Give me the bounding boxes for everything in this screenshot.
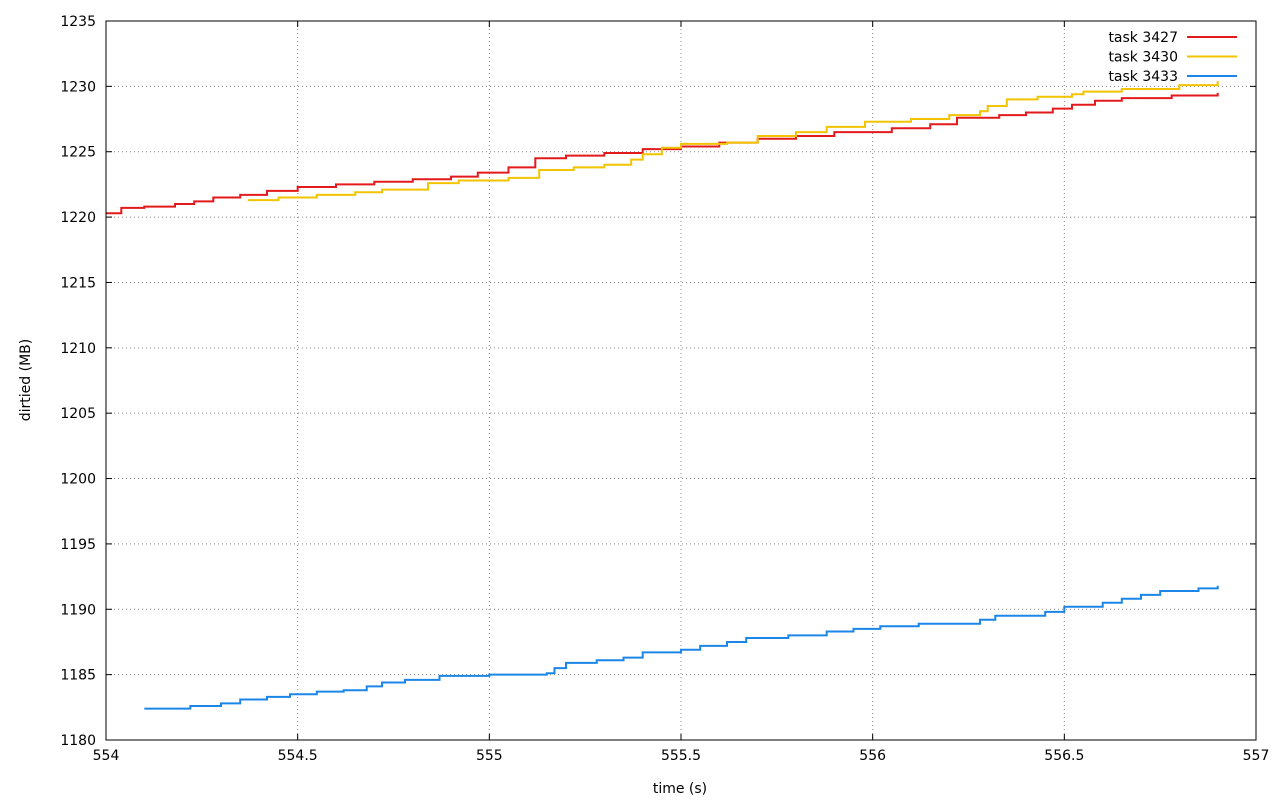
y-axis-ticks: 1180 1185 1190 1195 1200 1205 1210 1215 1220 1225…: [60, 14, 1256, 749]
y-tick-label: 1205: [60, 406, 96, 422]
grid-lines: [106, 21, 1256, 740]
y-tick-label: 1195: [60, 537, 96, 553]
y-tick-label: 1180: [60, 733, 96, 749]
legend-label: task 3433: [1108, 69, 1178, 85]
y-tick-label: 1210: [60, 341, 96, 357]
y-tick-label: 1230: [60, 79, 96, 95]
y-tick-label: 1225: [60, 145, 96, 161]
x-tick-label: 554.5: [278, 748, 318, 764]
y-tick-label: 1200: [60, 472, 96, 488]
x-tick-label: 557: [1243, 748, 1270, 764]
x-tick-label: 554: [93, 748, 120, 764]
y-tick-label: 1215: [60, 275, 96, 291]
x-tick-label: 556: [859, 748, 886, 764]
series-line-task-3427: [106, 92, 1219, 215]
y-tick-label: 1235: [60, 14, 96, 30]
x-tick-label: 556.5: [1044, 748, 1084, 764]
x-tick-label: 555.5: [661, 748, 701, 764]
series-line-task-3433: [144, 585, 1219, 710]
legend-label: task 3430: [1108, 50, 1178, 66]
legend-label: task 3427: [1108, 30, 1178, 46]
x-axis-label: time (s): [653, 781, 707, 797]
series-line-task-3430: [247, 81, 1219, 202]
plot-frame: [105, 20, 1257, 741]
y-tick-label: 1190: [60, 602, 96, 618]
x-tick-label: 555: [476, 748, 503, 764]
y-tick-label: 1220: [60, 210, 96, 226]
legend: task 3427 task 3430 task 3433: [1108, 30, 1237, 85]
y-axis-label: dirtied (MB): [18, 339, 34, 421]
y-tick-label: 1185: [60, 668, 96, 684]
x-axis-ticks: 554 554.5 555 555.5 556 556.5 557: [93, 21, 1270, 764]
series-lines: [106, 81, 1219, 710]
